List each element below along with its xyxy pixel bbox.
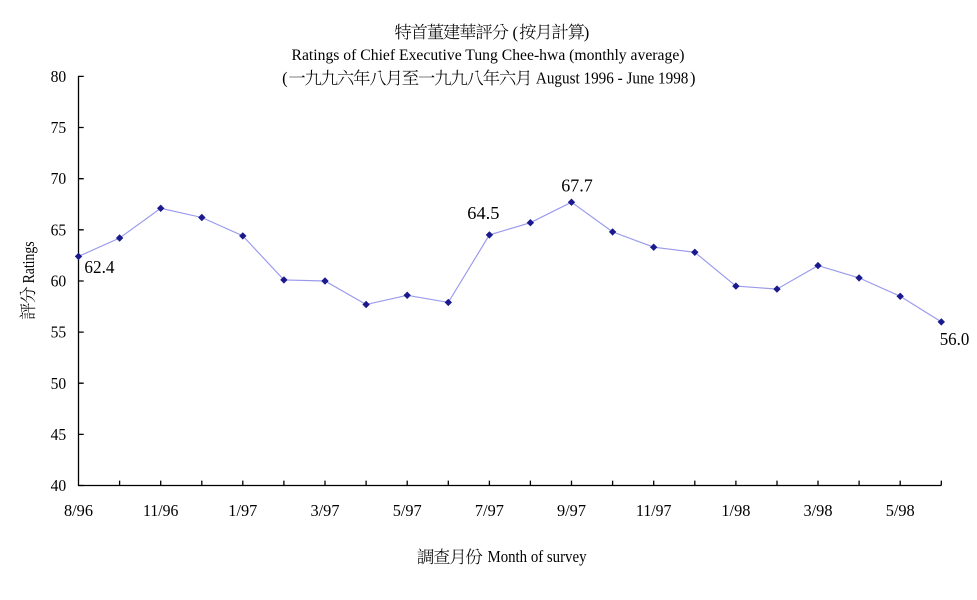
svg-text:3/98: 3/98 xyxy=(804,501,833,520)
svg-text:(: ( xyxy=(282,68,288,87)
svg-text:56.0: 56.0 xyxy=(940,329,970,349)
svg-text:7/97: 7/97 xyxy=(475,501,504,520)
svg-text:80: 80 xyxy=(51,67,67,86)
svg-text:50: 50 xyxy=(51,374,67,393)
svg-text:1/98: 1/98 xyxy=(721,501,750,520)
svg-text:55: 55 xyxy=(51,323,67,342)
svg-text:August 1996 - June 1998: August 1996 - June 1998 xyxy=(536,68,689,87)
svg-text:5/98: 5/98 xyxy=(886,501,915,520)
svg-text:64.5: 64.5 xyxy=(467,203,499,223)
svg-text:3/97: 3/97 xyxy=(311,501,340,520)
svg-text:70: 70 xyxy=(51,169,67,188)
svg-text:8/96: 8/96 xyxy=(64,501,93,520)
svg-text:1/97: 1/97 xyxy=(228,501,257,520)
svg-text:Ratings of Chief Executive Tun: Ratings of Chief Executive Tung Chee-hwa… xyxy=(292,47,685,64)
svg-text:40: 40 xyxy=(51,476,67,495)
svg-text:(: ( xyxy=(513,23,519,42)
svg-text:75: 75 xyxy=(51,118,67,137)
svg-text:45: 45 xyxy=(51,425,67,444)
svg-text:11/97: 11/97 xyxy=(636,501,671,520)
svg-text:60: 60 xyxy=(51,272,67,291)
svg-text:62.4: 62.4 xyxy=(84,257,114,277)
svg-text:5/97: 5/97 xyxy=(393,501,422,520)
svg-text:9/97: 9/97 xyxy=(557,501,586,520)
svg-text:): ) xyxy=(584,23,590,42)
svg-text:11/96: 11/96 xyxy=(143,501,178,520)
svg-text:): ) xyxy=(690,68,696,87)
svg-text:67.7: 67.7 xyxy=(561,176,593,196)
svg-text:65: 65 xyxy=(51,220,67,239)
svg-text:Ratings: Ratings xyxy=(19,241,38,283)
svg-text:Month of survey: Month of survey xyxy=(488,547,588,566)
